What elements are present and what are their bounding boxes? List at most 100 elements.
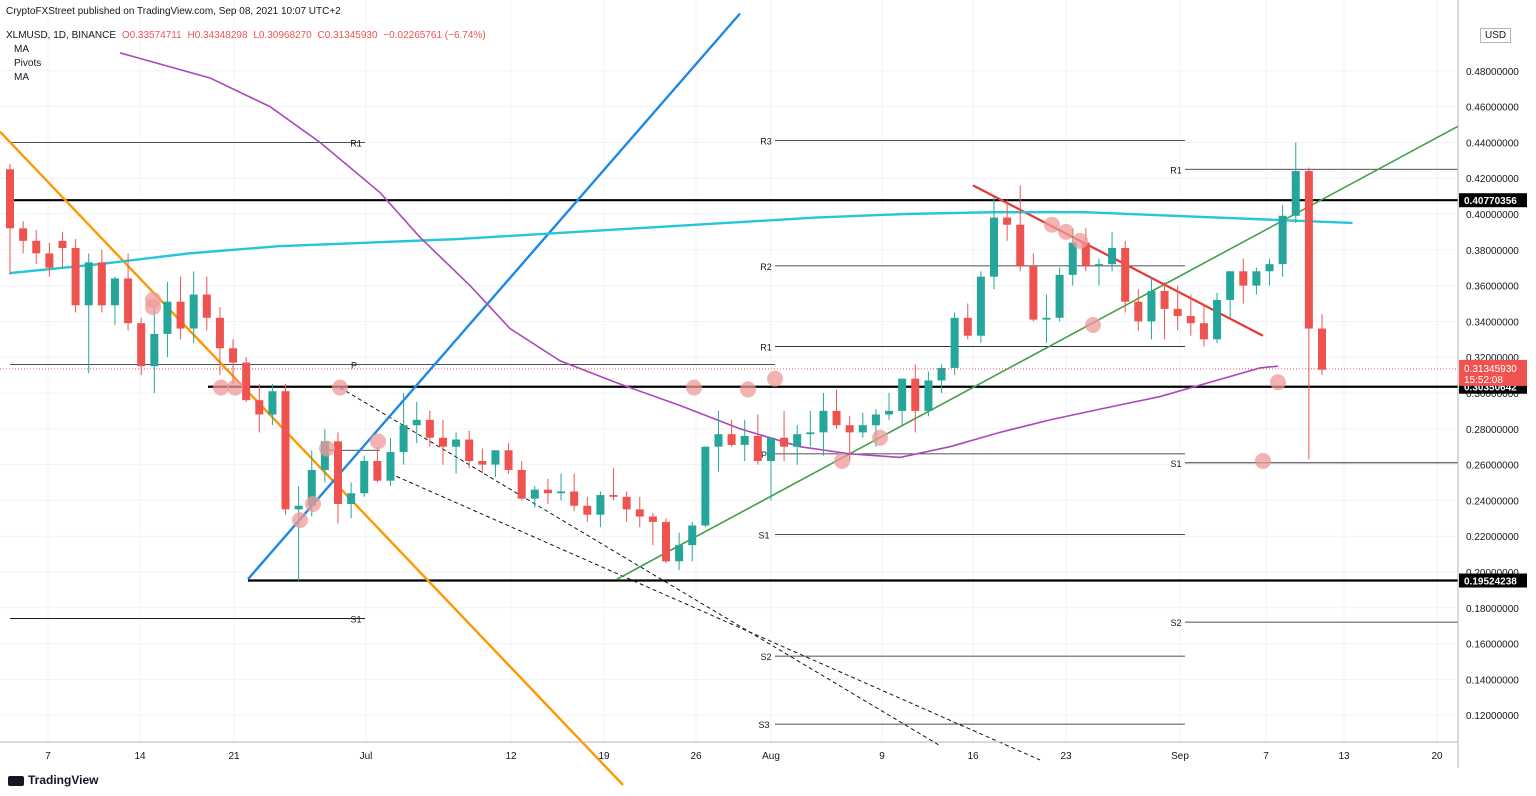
candle-body	[740, 435, 749, 445]
candle-body	[622, 496, 631, 510]
price-tick-label: 0.26000000	[1466, 461, 1519, 472]
price-tick-label: 0.32000000	[1466, 353, 1519, 364]
candle-body	[229, 348, 238, 363]
candle-body	[845, 425, 854, 433]
candle-body	[583, 505, 592, 515]
legend-pivots[interactable]: Pivots	[14, 58, 42, 69]
symbol-label: XLMUSD, 1D, BINANCE	[6, 30, 117, 41]
candle-body	[1134, 301, 1143, 322]
candles	[6, 142, 1326, 581]
candle-body	[1278, 215, 1287, 265]
time-axis[interactable]: 7 14 21 Jul 12 19 26 Aug 9 16 23 Sep 7 13 20	[45, 751, 1443, 762]
rising-trendline	[616, 125, 1459, 580]
candle-body	[753, 435, 762, 462]
candle-body	[360, 461, 369, 494]
candle-body	[189, 294, 198, 329]
candle-body	[1108, 248, 1117, 265]
candle-body	[635, 509, 644, 517]
candle-body	[806, 432, 815, 435]
price-tick-label: 0.48000000	[1466, 67, 1519, 78]
candle-body	[557, 491, 566, 494]
pivot-label: R1	[1170, 165, 1182, 175]
candle-body	[491, 450, 500, 465]
time-tick-label: Jul	[360, 751, 373, 762]
price-tick-label: 0.14000000	[1466, 675, 1519, 686]
price-tick-label: 0.16000000	[1466, 640, 1519, 651]
candle-body	[386, 452, 395, 481]
candle-body	[1226, 271, 1235, 300]
candle-body	[543, 489, 552, 494]
candle-body	[412, 419, 421, 426]
candle-body	[124, 278, 133, 324]
pivot-label: S2	[1170, 618, 1181, 628]
currency-button[interactable]: USD	[1480, 28, 1512, 43]
price-tick-label: 0.30000000	[1466, 389, 1519, 400]
open-value: O0.33574711	[121, 30, 182, 41]
ohlc-line: XLMUSD, 1D, BINANCE O0.33574711 H0.34348…	[6, 30, 489, 41]
candle-body	[1173, 308, 1182, 317]
pivot-label: S2	[760, 652, 771, 662]
candle-body	[150, 333, 159, 367]
tradingview-icon	[8, 775, 24, 786]
time-tick-label: 7	[45, 751, 51, 762]
candle-body	[766, 437, 775, 462]
candle-body	[990, 217, 998, 277]
price-tag-label: 0.19524238	[1464, 577, 1517, 588]
candle-body	[780, 437, 789, 447]
touch-marker	[686, 379, 702, 396]
pivot-levels: R1 P S1 R3 R2 R1 P S1 S2 S3 R1 S1 S2	[10, 137, 1458, 730]
price-axis[interactable]: 0.12000000 0.14000000 0.16000000 0.18000000…	[1466, 67, 1519, 722]
touch-marker	[292, 512, 308, 529]
price-tag-box	[1459, 573, 1527, 588]
legend-ma-1[interactable]: MA	[14, 44, 29, 55]
pivot-label: S1	[350, 615, 361, 625]
candle-body	[714, 434, 723, 447]
candle-body	[1029, 265, 1038, 320]
candle-body	[871, 414, 880, 426]
candle-body	[701, 446, 710, 526]
price-tick-label: 0.46000000	[1466, 103, 1519, 114]
candle-body	[425, 419, 434, 438]
candle-body	[898, 378, 907, 411]
candle-body	[688, 525, 697, 546]
candle-body	[1094, 264, 1103, 266]
touch-marker	[1058, 223, 1074, 240]
touch-marker	[767, 370, 783, 387]
touch-marker	[1255, 453, 1271, 470]
candle-body	[347, 493, 356, 504]
time-tick-label: 26	[690, 751, 702, 762]
candle-body	[110, 278, 119, 306]
up-trendline	[247, 12, 741, 580]
candle-body	[727, 434, 736, 445]
channel-upper	[339, 387, 941, 747]
time-tick-label: 23	[1060, 751, 1072, 762]
candle-body	[399, 425, 408, 453]
legend-ma-2[interactable]: MA	[14, 72, 29, 83]
touch-marker	[740, 381, 756, 398]
candle-body	[97, 262, 106, 306]
candle-body	[1160, 290, 1169, 309]
candle-body	[675, 545, 684, 562]
candle-body	[609, 495, 618, 497]
candle-body	[478, 461, 487, 465]
candle-body	[570, 491, 579, 506]
candle-body	[530, 489, 539, 499]
ma-short-line	[119, 52, 1279, 459]
touch-marker	[834, 453, 850, 470]
candle-body	[71, 248, 80, 306]
candle-body	[1147, 290, 1156, 322]
pivot-label: R3	[760, 137, 772, 147]
candle-body	[452, 439, 461, 447]
candle-body	[1016, 224, 1025, 266]
touch-marker	[227, 379, 243, 396]
channel-lower	[389, 473, 1041, 761]
candle-body	[832, 410, 841, 426]
pivot-label: P	[351, 360, 357, 370]
candle-body	[963, 317, 972, 336]
price-tick-label: 0.22000000	[1466, 532, 1519, 543]
candle-body	[1199, 323, 1208, 340]
price-tick-label: 0.34000000	[1466, 317, 1519, 328]
candle-body	[1252, 271, 1261, 286]
candle-body	[1003, 217, 1012, 225]
